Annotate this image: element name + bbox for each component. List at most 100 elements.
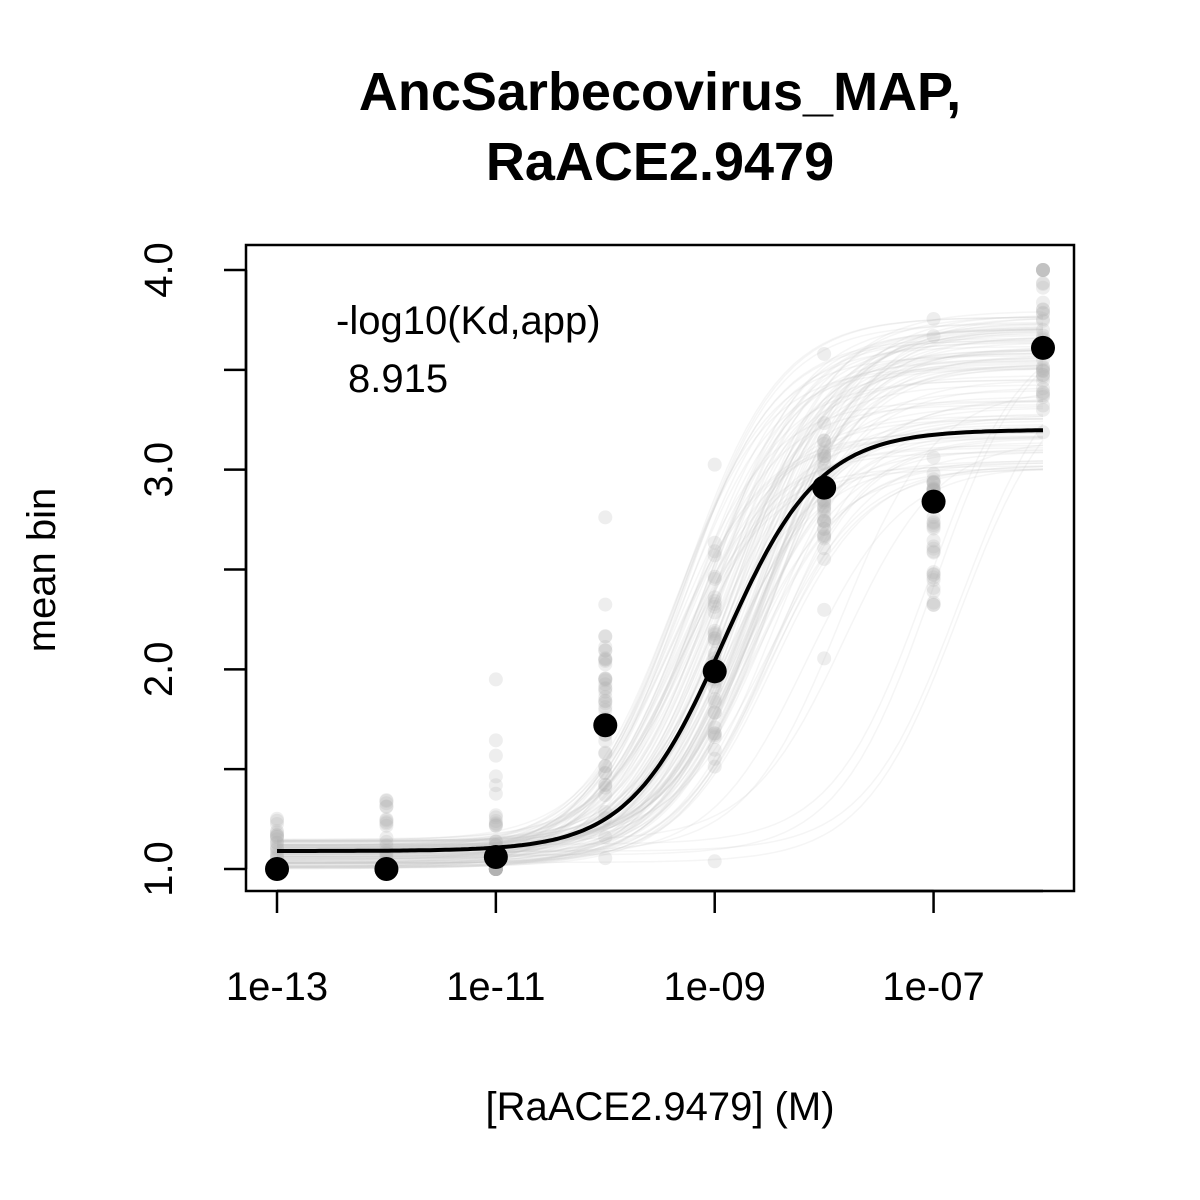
variant-point <box>926 572 941 587</box>
variant-fit-curve <box>277 365 1044 845</box>
variant-point <box>926 510 941 525</box>
kd-annotation-value: 8.915 <box>348 357 448 401</box>
variant-point <box>488 808 503 823</box>
kd-annotation: -log10(Kd,app) 8.915 <box>336 299 601 401</box>
variant-point <box>598 696 613 711</box>
variant-point <box>1036 402 1050 417</box>
variant-point <box>707 631 722 646</box>
variant-point <box>488 818 503 833</box>
variant-point <box>598 643 613 658</box>
variant-point <box>707 631 722 646</box>
variant-point <box>1036 373 1050 388</box>
variant-point <box>707 720 722 735</box>
variant-point <box>817 436 832 451</box>
variant-point <box>270 828 284 843</box>
variant-fit-curve <box>277 379 1043 864</box>
variant-fit-curve <box>277 442 1044 846</box>
variant-fit-curve <box>277 380 1044 864</box>
variant-fit-curve <box>276 465 1043 864</box>
variant-point <box>1036 359 1050 374</box>
variant-point <box>270 811 284 826</box>
variant-point <box>926 595 941 610</box>
variant-fit-curve <box>277 400 1043 851</box>
variant-fit-curve <box>277 431 1044 850</box>
variant-fit-curve <box>276 331 1044 855</box>
variant-fit-curve <box>277 404 1044 868</box>
variant-point <box>926 450 941 465</box>
variant-point <box>598 597 613 612</box>
variant-point <box>1036 360 1050 375</box>
variant-point <box>598 788 613 803</box>
variant-fit-curve <box>277 366 1043 864</box>
variant-point <box>598 652 613 667</box>
variant-point <box>379 818 394 833</box>
variant-fit-curve <box>277 365 1044 846</box>
variant-point <box>707 544 722 559</box>
variant-point <box>488 818 503 833</box>
variant-point <box>1036 305 1050 320</box>
variant-point <box>379 796 394 811</box>
variant-point <box>817 513 832 528</box>
variant-fit-curve <box>277 357 1044 847</box>
variant-point <box>598 672 613 687</box>
variant-point <box>598 673 613 688</box>
variant-point <box>598 639 613 654</box>
variant-fit-curve <box>277 359 1044 862</box>
variant-point <box>817 501 832 516</box>
variant-point <box>1036 295 1050 310</box>
variant-fit-curve <box>277 439 1044 864</box>
variant-point <box>598 643 613 658</box>
variant-point <box>926 580 941 595</box>
x-axis-label: [RaACE2.9479] (M) <box>485 1085 834 1129</box>
variant-point <box>817 529 832 544</box>
variant-point <box>926 567 941 582</box>
variant-point <box>707 730 722 745</box>
variant-point <box>707 742 722 757</box>
variant-point <box>598 759 613 774</box>
variant-point <box>926 567 941 582</box>
variant-point <box>488 817 503 832</box>
mean-point <box>921 489 946 514</box>
mean-point <box>265 857 289 881</box>
variant-point <box>926 545 941 560</box>
variant-point <box>707 692 722 707</box>
variant-point <box>270 813 284 828</box>
variant-fit-curve <box>277 368 1044 850</box>
variant-fit-curve <box>277 348 1044 842</box>
variant-point <box>598 681 613 696</box>
variant-point <box>488 778 503 793</box>
variant-point <box>707 457 722 472</box>
variant-point <box>1036 367 1050 382</box>
variant-fit-curve <box>277 349 1044 860</box>
variant-point <box>270 835 284 850</box>
variant-point <box>817 551 832 566</box>
variant-point <box>707 633 722 648</box>
variant-fit-curve <box>277 451 1044 865</box>
variant-point <box>1036 313 1050 328</box>
variant-fit-curve <box>277 336 1044 860</box>
variant-point <box>1036 276 1050 291</box>
variant-point <box>598 629 613 644</box>
variant-fit-curve <box>277 375 1044 865</box>
variant-point <box>817 433 832 448</box>
variant-point <box>488 769 503 784</box>
variant-point <box>598 780 613 795</box>
variant-point <box>817 527 832 542</box>
variant-point <box>598 629 613 644</box>
variant-point <box>1036 263 1050 277</box>
variant-point <box>817 531 832 546</box>
variant-point <box>926 570 941 585</box>
variant-fit-curves <box>276 311 1044 870</box>
variant-fit-curve <box>277 418 1043 846</box>
variant-point <box>926 597 941 612</box>
variant-point <box>379 834 394 849</box>
variant-point <box>598 657 613 672</box>
variant-point <box>598 690 613 705</box>
variant-point <box>707 728 722 743</box>
variant-point <box>817 346 832 361</box>
variant-fit-curve <box>276 328 1044 848</box>
variant-point <box>488 810 503 825</box>
variant-point <box>926 466 941 481</box>
variant-point <box>926 519 941 534</box>
